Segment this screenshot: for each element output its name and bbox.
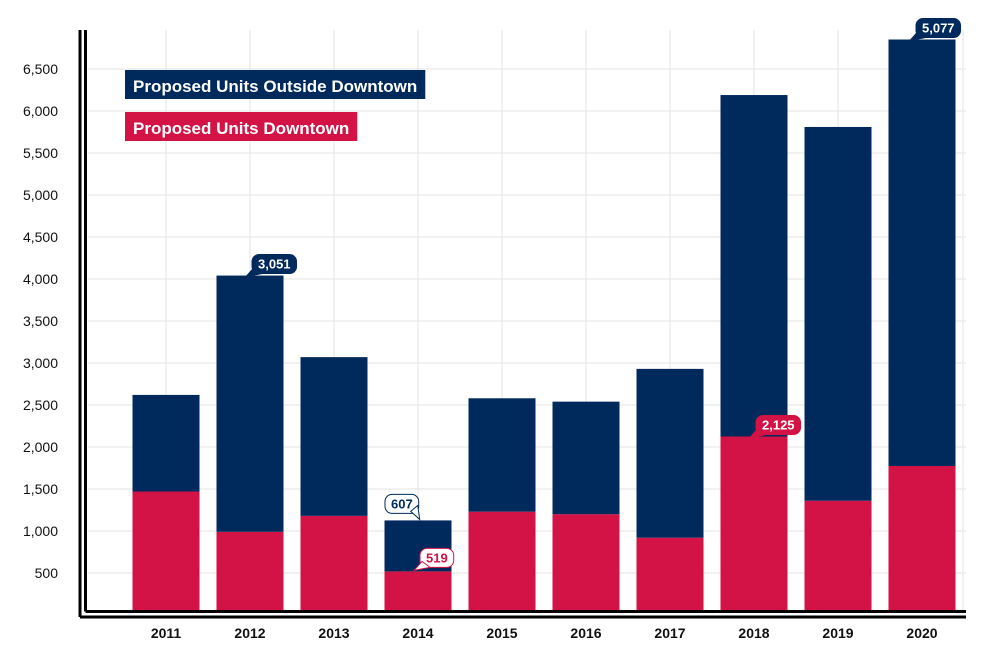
annotation-tail [748, 427, 768, 439]
legend-swatch [125, 70, 426, 99]
annotation-bubble [755, 415, 802, 435]
y-tick-label: 2,500 [23, 397, 58, 413]
annotation-bubble [915, 18, 962, 39]
annotation-label: 519 [426, 550, 448, 565]
bar-outside-downtown-2016 [552, 401, 620, 515]
bar-downtown-2014 [384, 571, 452, 611]
bar-outside-downtown-2013 [300, 357, 368, 516]
annotation-callout: 607 [384, 493, 421, 521]
y-tick-label: 4,000 [23, 271, 58, 287]
y-tick-label: 500 [35, 565, 59, 581]
bar-downtown-2020 [888, 465, 956, 611]
x-tick-label: 2020 [906, 625, 937, 641]
bar-downtown-2012 [216, 531, 284, 611]
annotation-tail [244, 266, 264, 278]
bar-outside-downtown-2012 [216, 275, 284, 532]
legend: Proposed Units Outside Downtown Proposed … [125, 70, 426, 141]
y-tick-label: 1,500 [23, 481, 58, 497]
bar-outside-downtown-2017 [636, 368, 704, 538]
axes [78, 30, 966, 619]
x-tick-label: 2011 [151, 625, 182, 641]
bar-downtown-2013 [300, 515, 368, 611]
annotation-callout: 519 [412, 547, 455, 572]
legend-item: Proposed Units Outside Downtown [125, 70, 426, 99]
x-tick-label: 2015 [486, 625, 517, 641]
y-tick-label: 3,500 [23, 313, 58, 329]
annotation-tail [409, 504, 421, 521]
legend-swatch [125, 112, 358, 141]
y-tick-label: 2,000 [23, 439, 58, 455]
x-tick-label: 2018 [738, 625, 769, 641]
x-tick-label: 2017 [654, 625, 685, 641]
bar-downtown-2018 [720, 436, 788, 611]
annotation-label: 607 [391, 496, 413, 511]
bar-outside-downtown-2019 [804, 126, 872, 501]
x-tick-label: 2012 [234, 625, 265, 641]
annotation-bubble [419, 547, 455, 568]
bar-downtown-2016 [552, 514, 620, 611]
bar-downtown-2015 [468, 511, 536, 611]
x-tick-label: 2013 [318, 625, 349, 641]
annotation-label: 5,077 [922, 21, 955, 36]
x-tick-labels: 2011 2012 2013 2014 2015 2016 2017 2018 2019 2020 [151, 625, 938, 641]
annotation-bubble [251, 254, 298, 275]
y-tick-labels: 500 1,000 1,500 2,000 2,500 3,000 3,500 4,000 4,… [23, 61, 58, 581]
annotation-callout: 2,125 [748, 415, 802, 439]
bar-outside-downtown-2020 [888, 39, 956, 466]
y-tick-label: 3,000 [23, 355, 58, 371]
bar-outside-downtown-2011 [132, 394, 200, 492]
y-tick-label: 6,000 [23, 103, 58, 119]
annotations: 3,051 607 519 2,125 5,077 [244, 18, 962, 572]
y-tick-label: 5,500 [23, 145, 58, 161]
bar-downtown-2019 [804, 500, 872, 611]
annotation-callout: 3,051 [244, 254, 298, 278]
annotation-callout: 5,077 [908, 18, 962, 42]
bar-outside-downtown-2018 [720, 95, 788, 437]
annotation-label: 3,051 [258, 257, 291, 272]
x-tick-label: 2014 [402, 625, 433, 641]
annotation-bubble [384, 493, 420, 514]
bar-downtown-2011 [132, 491, 200, 611]
bar-downtown-2017 [636, 537, 704, 611]
bar-outside-downtown-2015 [468, 398, 536, 512]
annotation-tail [908, 30, 928, 42]
legend-label: Proposed Units Downtown [133, 119, 349, 138]
bars [132, 39, 956, 611]
legend-item: Proposed Units Downtown [125, 112, 358, 141]
annotation-tail [412, 560, 432, 572]
y-tick-label: 5,000 [23, 187, 58, 203]
x-tick-label: 2019 [822, 625, 853, 641]
y-tick-label: 4,500 [23, 229, 58, 245]
y-tick-label: 6,500 [23, 61, 58, 77]
annotation-label: 2,125 [762, 418, 795, 433]
y-tick-label: 1,000 [23, 523, 58, 539]
x-tick-label: 2016 [570, 625, 601, 641]
legend-label: Proposed Units Outside Downtown [133, 77, 417, 96]
